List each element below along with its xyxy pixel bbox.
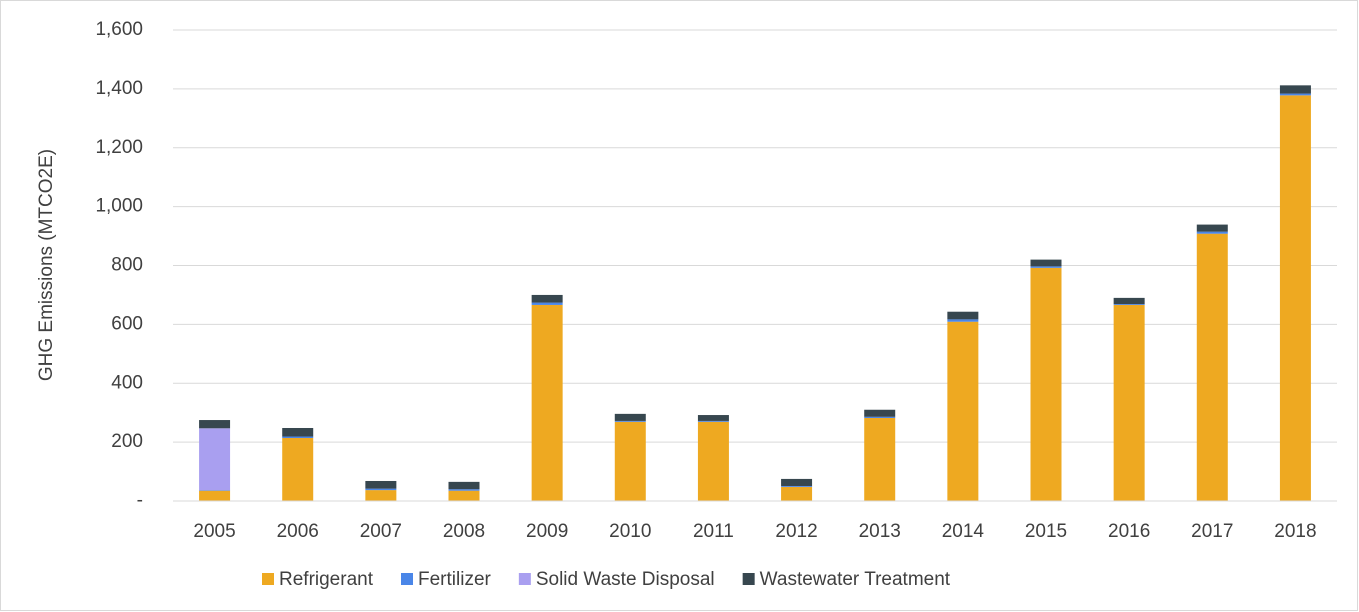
y-tick-label: 600 bbox=[111, 313, 143, 334]
bar-segment bbox=[947, 311, 979, 320]
bar-segment bbox=[1030, 266, 1062, 268]
bar-segment bbox=[448, 481, 480, 490]
bar-segment bbox=[781, 486, 813, 501]
legend-swatch bbox=[742, 573, 755, 585]
bar-segment bbox=[947, 319, 979, 322]
bar-segment bbox=[282, 438, 314, 501]
bar-segment bbox=[199, 420, 231, 429]
bar-segment bbox=[1113, 304, 1145, 305]
x-tick-label: 2005 bbox=[193, 521, 235, 542]
bar-segment bbox=[365, 490, 397, 501]
x-tick-label: 2017 bbox=[1191, 521, 1233, 542]
legend-swatch bbox=[262, 573, 274, 585]
y-tick-label: 1,400 bbox=[95, 78, 143, 99]
y-tick-label: 1,200 bbox=[95, 137, 143, 158]
bar-segment bbox=[781, 478, 813, 486]
y-tick-label: 800 bbox=[111, 255, 143, 276]
bar-segment bbox=[531, 304, 563, 501]
bar-segment bbox=[1113, 304, 1145, 501]
bar-segment bbox=[614, 420, 646, 422]
bar-segment bbox=[1030, 267, 1062, 501]
bar-segment bbox=[864, 417, 896, 501]
bar-segment bbox=[864, 409, 896, 417]
bar-segment bbox=[697, 421, 729, 501]
legend-label: Refrigerant bbox=[279, 569, 374, 590]
legend-label: Wastewater Treatment bbox=[760, 569, 951, 590]
bar-segment bbox=[1196, 231, 1228, 234]
bar-segment bbox=[199, 428, 231, 491]
x-tick-label: 2013 bbox=[859, 521, 901, 542]
bar-segment bbox=[199, 490, 231, 491]
bar-segment bbox=[614, 413, 646, 421]
bar-segment bbox=[365, 480, 397, 489]
bar-segment bbox=[864, 416, 896, 418]
legend-label: Fertilizer bbox=[418, 569, 492, 590]
x-tick-label: 2014 bbox=[942, 521, 985, 542]
x-tick-label: 2006 bbox=[277, 521, 319, 542]
bar-segment bbox=[1279, 85, 1311, 94]
bar-segment bbox=[697, 415, 729, 421]
x-tick-label: 2012 bbox=[775, 521, 817, 542]
legend-swatch bbox=[518, 573, 531, 585]
y-tick-label: 1,000 bbox=[95, 196, 143, 217]
x-tick-label: 2009 bbox=[526, 521, 568, 542]
bar-segment bbox=[781, 485, 813, 487]
x-tick-label: 2011 bbox=[693, 521, 734, 542]
y-tick-label: 400 bbox=[111, 372, 143, 393]
x-tick-label: 2018 bbox=[1274, 521, 1316, 542]
bar-segment bbox=[1030, 259, 1062, 267]
bar-segment bbox=[531, 294, 563, 303]
bar-segment bbox=[448, 490, 480, 501]
x-tick-label: 2015 bbox=[1025, 521, 1067, 542]
bar-segment bbox=[1196, 224, 1228, 232]
x-tick-label: 2007 bbox=[360, 521, 402, 542]
bar-segment bbox=[282, 427, 314, 437]
y-axis-label: GHG Emissions (MTCO2E) bbox=[36, 149, 57, 381]
bar-segment bbox=[1279, 93, 1311, 96]
bar-segment bbox=[1113, 297, 1145, 305]
x-tick-label: 2010 bbox=[609, 521, 651, 542]
x-tick-label: 2016 bbox=[1108, 521, 1150, 542]
legend-swatch bbox=[401, 573, 413, 585]
bar-segment bbox=[531, 302, 563, 305]
bar-segment bbox=[448, 489, 480, 491]
bar-segment bbox=[947, 321, 979, 501]
bar-segment bbox=[697, 420, 729, 422]
y-tick-label: - bbox=[137, 490, 143, 511]
bar-segment bbox=[614, 421, 646, 501]
y-tick-label: 1,600 bbox=[95, 19, 143, 40]
y-tick-label: 200 bbox=[111, 431, 143, 452]
bar-segment bbox=[199, 490, 231, 501]
bar-segment bbox=[365, 488, 397, 491]
bar-segment bbox=[1196, 233, 1228, 501]
legend-label: Solid Waste Disposal bbox=[536, 569, 715, 590]
bar-segment bbox=[282, 436, 314, 439]
bar-segment bbox=[1279, 95, 1311, 501]
x-tick-label: 2008 bbox=[443, 521, 485, 542]
